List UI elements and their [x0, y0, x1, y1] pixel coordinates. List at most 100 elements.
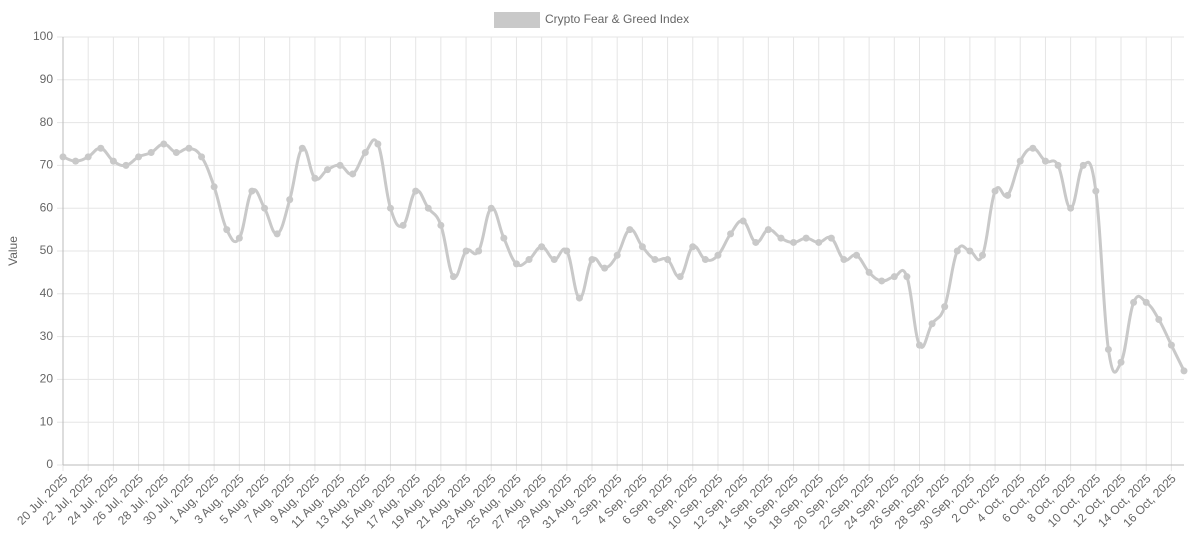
point [449, 273, 457, 281]
point [311, 174, 319, 182]
y-tick-label: 70 [40, 158, 54, 172]
y-axis-title: Value [6, 236, 20, 266]
point [261, 204, 269, 212]
point [198, 153, 206, 161]
point [978, 251, 986, 259]
point [777, 234, 785, 242]
y-tick-label: 30 [40, 329, 54, 343]
point [953, 247, 961, 255]
point [412, 187, 420, 195]
point [613, 251, 621, 259]
point [853, 251, 861, 259]
point [1016, 157, 1024, 165]
point [349, 170, 357, 178]
point [475, 247, 483, 255]
point [878, 277, 886, 285]
y-tick-label: 50 [40, 243, 54, 257]
point [764, 226, 772, 234]
point [575, 294, 583, 302]
point [865, 268, 873, 276]
point [1054, 161, 1062, 169]
point [840, 256, 848, 264]
point [638, 243, 646, 251]
point [827, 234, 835, 242]
point [966, 247, 974, 255]
point [84, 153, 92, 161]
point [336, 161, 344, 169]
point [273, 230, 281, 238]
y-tick-label: 20 [40, 372, 54, 386]
point [324, 166, 332, 174]
point [1180, 367, 1188, 375]
point [739, 217, 747, 225]
point [588, 256, 596, 264]
point [890, 273, 898, 281]
y-tick-label: 80 [40, 115, 54, 129]
point [689, 243, 697, 251]
point [1130, 298, 1138, 306]
point [1029, 144, 1037, 152]
point [97, 144, 105, 152]
point [361, 149, 369, 157]
point [563, 247, 571, 255]
point [727, 230, 735, 238]
point [462, 247, 470, 255]
point [437, 221, 445, 229]
point [525, 256, 533, 264]
point [550, 256, 558, 264]
point [1079, 161, 1087, 169]
point [752, 238, 760, 246]
point [676, 273, 684, 281]
point [928, 320, 936, 328]
point [991, 187, 999, 195]
line [62, 138, 1186, 374]
y-tick-label: 40 [40, 286, 54, 300]
point [500, 234, 508, 242]
point [1117, 358, 1125, 366]
point [160, 140, 168, 148]
point [72, 157, 80, 165]
point [601, 264, 609, 272]
point [487, 204, 495, 212]
point [223, 226, 231, 234]
point [399, 221, 407, 229]
point [122, 161, 130, 169]
point [903, 273, 911, 281]
point [298, 144, 306, 152]
point [386, 204, 394, 212]
point [1155, 315, 1163, 323]
y-tick-label: 10 [40, 414, 54, 428]
point [790, 238, 798, 246]
point [1041, 157, 1049, 165]
point [1104, 345, 1112, 353]
point [210, 183, 218, 191]
point [147, 149, 155, 157]
legend-swatch[interactable] [494, 12, 540, 28]
point [135, 153, 143, 161]
point [424, 204, 432, 212]
point [172, 149, 180, 157]
point [815, 238, 823, 246]
point [1067, 204, 1075, 212]
point [664, 256, 672, 264]
point [714, 251, 722, 259]
point [109, 157, 117, 165]
point [185, 144, 193, 152]
point [235, 234, 243, 242]
point [1167, 341, 1175, 349]
point [1142, 298, 1150, 306]
y-tick-label: 0 [46, 457, 53, 471]
point [651, 256, 659, 264]
legend-label[interactable]: Crypto Fear & Greed Index [545, 12, 689, 26]
point [1092, 187, 1100, 195]
point [286, 196, 294, 204]
point [701, 256, 709, 264]
point [626, 226, 634, 234]
point [538, 243, 546, 251]
point [248, 187, 256, 195]
y-tick-label: 100 [33, 29, 53, 43]
point [374, 140, 382, 148]
point [802, 234, 810, 242]
y-tick-label: 60 [40, 200, 54, 214]
